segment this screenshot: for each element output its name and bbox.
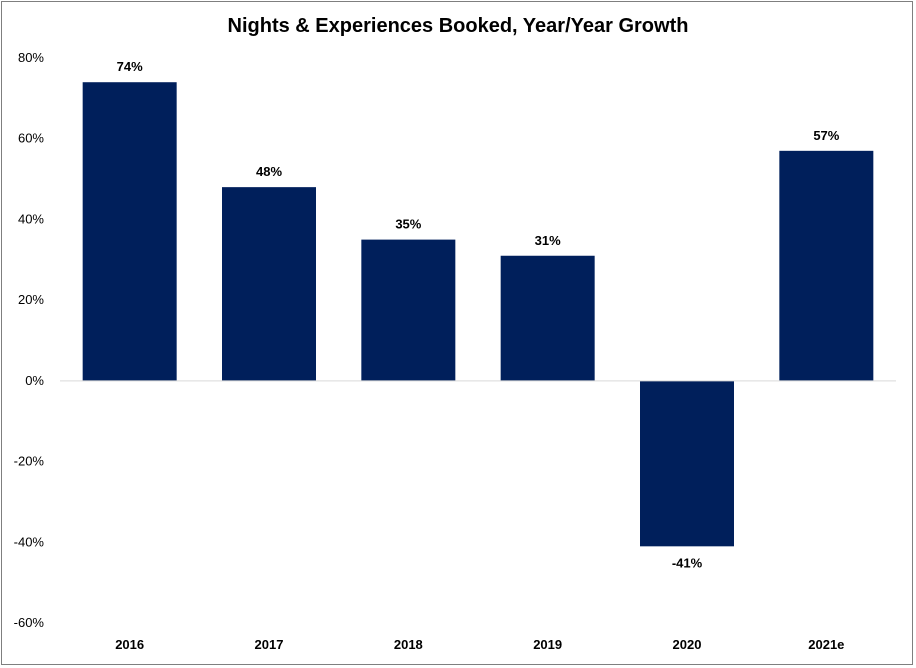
y-tick-label: 20% (18, 292, 44, 307)
y-tick-label: 40% (18, 211, 44, 226)
bar (500, 255, 595, 381)
bar (361, 239, 456, 381)
data-label: 57% (813, 128, 839, 143)
y-tick-label: 80% (18, 50, 44, 65)
bar (640, 380, 734, 547)
bar (222, 187, 316, 381)
x-tick-label: 2018 (394, 637, 423, 652)
y-tick-label: 60% (18, 131, 44, 146)
bar (82, 82, 177, 381)
y-tick-label: -40% (14, 534, 45, 549)
x-tick-label: 2020 (673, 637, 702, 652)
chart-title: Nights & Experiences Booked, Year/Year G… (227, 15, 689, 37)
data-label: 35% (395, 217, 421, 232)
y-tick-label: -20% (14, 454, 45, 469)
x-tick-label: 2021e (808, 637, 844, 652)
x-tick-label: 2016 (115, 637, 144, 652)
x-tick-label: 2017 (255, 637, 284, 652)
bar (779, 150, 874, 381)
y-tick-label: -60% (14, 615, 45, 630)
data-label: 48% (256, 164, 282, 179)
data-label: 74% (117, 59, 143, 74)
x-tick-label: 2019 (533, 637, 562, 652)
data-label: 31% (535, 233, 561, 248)
y-tick-label: 0% (25, 373, 44, 388)
data-label: -41% (672, 555, 703, 570)
